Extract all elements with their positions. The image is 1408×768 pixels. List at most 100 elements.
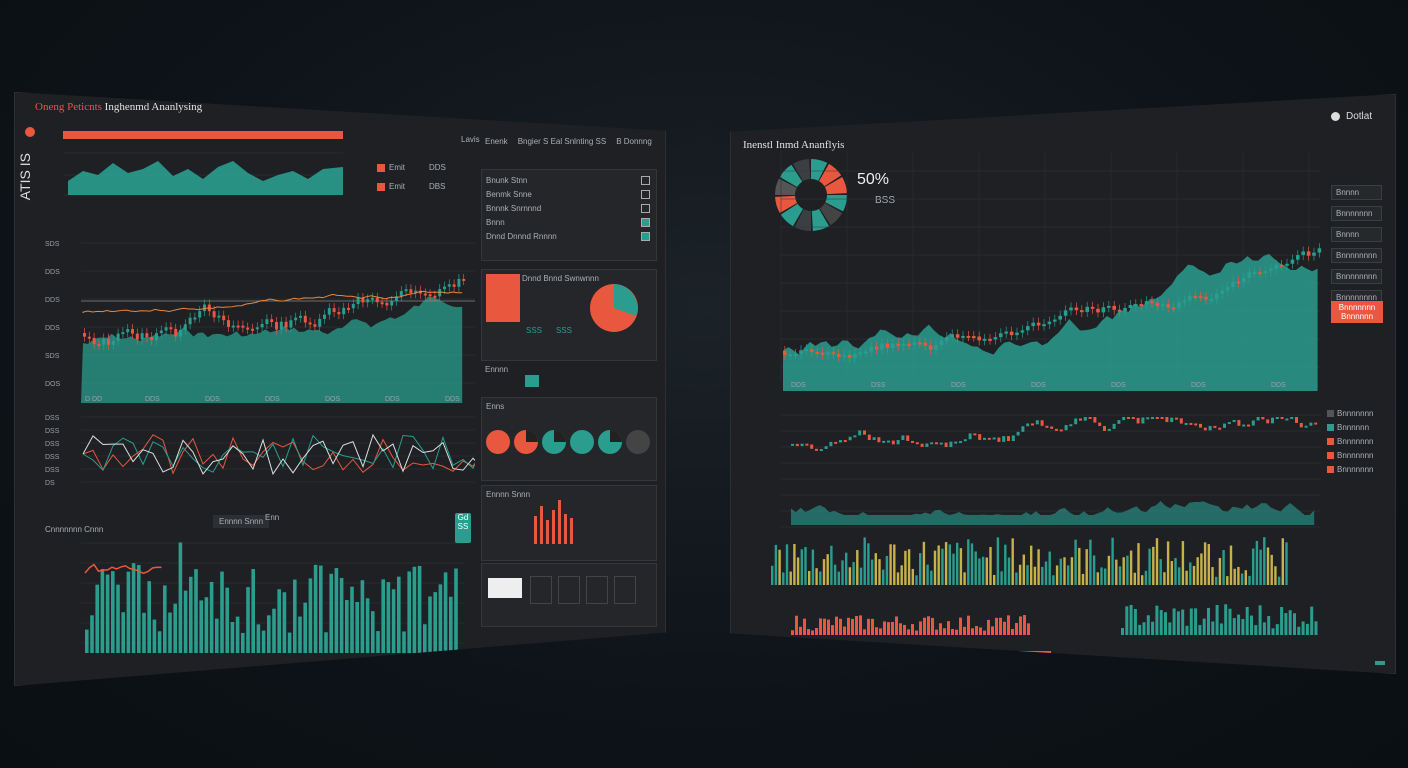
bottom-panel-title: Ennnn Snnn — [486, 490, 531, 499]
candle — [1258, 272, 1262, 275]
volume-bar — [1181, 541, 1185, 585]
y-tick-label: DS — [45, 480, 55, 487]
panel-header-item[interactable]: Enenk — [485, 137, 508, 146]
volume-bar — [839, 618, 842, 635]
candle — [323, 314, 326, 319]
candle — [236, 325, 240, 328]
side-button[interactable]: Bnnnn — [1331, 185, 1382, 200]
candle — [1096, 308, 1100, 313]
side-list-item[interactable]: Bnnnnnnn — [1327, 409, 1373, 418]
list-item[interactable]: Bnunk Stnn — [486, 176, 650, 185]
volume-bar — [381, 579, 385, 653]
volume-bar — [1100, 567, 1103, 585]
volume-bar — [220, 571, 224, 653]
summary-block — [486, 274, 520, 322]
list-item-checkbox[interactable] — [641, 204, 650, 213]
volume-bar — [1146, 615, 1150, 635]
panel-header-item[interactable]: Bngier S Eal Snlnting SS — [517, 137, 607, 146]
widget-card[interactable] — [586, 576, 608, 604]
candle — [308, 322, 312, 325]
candle — [906, 435, 910, 441]
volume-bar — [277, 589, 281, 653]
widget-card[interactable] — [488, 578, 522, 598]
lower-candle-chart — [781, 414, 1321, 528]
candle — [1312, 252, 1316, 256]
panel-header-item[interactable]: B Donnng — [616, 137, 652, 146]
side-button[interactable]: Bnnnnnnn — [1331, 206, 1382, 221]
list-item[interactable]: Bnnn — [486, 218, 650, 227]
toolbar-label[interactable]: Lavis — [461, 135, 480, 144]
bar-tab[interactable]: Ennnn Snnn — [213, 515, 270, 528]
candle — [222, 315, 226, 321]
candle — [1194, 423, 1198, 426]
widget-card[interactable] — [530, 576, 552, 604]
volume-bar — [355, 602, 359, 653]
volume-bar — [1301, 621, 1305, 635]
list-item-checkbox[interactable] — [641, 218, 650, 227]
list-item-checkbox[interactable] — [641, 176, 650, 185]
volume-bar — [131, 563, 136, 653]
vertical-label: ATIS IS — [17, 153, 33, 201]
volume-bar — [959, 548, 963, 585]
candle — [404, 289, 408, 292]
list-item[interactable]: Benmk Snne — [486, 190, 650, 199]
side-button[interactable]: Bnnnnnnnn — [1331, 248, 1382, 263]
mid-toggle-icon[interactable] — [525, 375, 539, 387]
candle — [174, 328, 178, 337]
widget-card[interactable] — [558, 576, 580, 604]
side-list-item[interactable]: Bnnnnnn — [1327, 423, 1373, 432]
bar-tab[interactable]: Enn — [265, 513, 280, 522]
donut-segment — [775, 178, 797, 195]
side-button[interactable]: Bnnnn — [1331, 227, 1382, 242]
candle — [1175, 417, 1178, 420]
volume-bar — [1033, 566, 1037, 585]
volume-bar — [313, 564, 318, 653]
side-list-item[interactable]: Bnnnnnnn — [1327, 451, 1373, 460]
candle — [1236, 281, 1241, 284]
candle — [1274, 264, 1278, 269]
candle — [193, 317, 197, 320]
candle — [961, 335, 965, 338]
side-list-item[interactable]: Bnnnnnnn — [1327, 437, 1373, 446]
volume-bar — [319, 565, 323, 653]
candle — [1021, 426, 1025, 432]
volume-bar — [1215, 604, 1219, 635]
list-item[interactable]: Dnnd Dnnnd Rnnnn — [486, 232, 650, 241]
candle — [795, 443, 799, 447]
candle — [1047, 321, 1052, 325]
side-list-swatch — [1327, 438, 1334, 445]
candle — [395, 296, 398, 301]
side-button[interactable]: Bnnnnnnnn — [1331, 269, 1382, 284]
volume-bar — [899, 623, 902, 635]
alert-button[interactable]: Bnnnnnnn Bnnnnnn — [1331, 301, 1383, 323]
candle — [1141, 417, 1145, 424]
list-item-checkbox[interactable] — [641, 190, 650, 199]
volume-bar — [230, 621, 235, 653]
right-dashboard: Inenstl Inmd Ananflyis Dotlat 50% BSS DD… — [730, 94, 1396, 674]
volume-bar — [1224, 604, 1228, 635]
teal-badge[interactable]: Gd SS — [455, 513, 471, 543]
candle — [1112, 423, 1116, 429]
list-item[interactable]: Bnnnk Snrnnnd — [486, 204, 650, 213]
candle — [1123, 308, 1127, 312]
candle — [1165, 417, 1169, 423]
volume-bar — [883, 621, 886, 635]
volume-bar — [952, 553, 955, 585]
candle — [1107, 305, 1111, 308]
volume-bar — [985, 557, 988, 585]
volume-bar — [903, 624, 906, 635]
candle — [853, 435, 857, 438]
list-item-checkbox[interactable] — [641, 232, 650, 241]
candle — [1127, 417, 1130, 419]
widget-card[interactable] — [614, 576, 636, 604]
list-panel: Bnunk Stnn Benmk Snne Bnnnk Snrnnnd Bnnn Dnn… — [481, 169, 657, 261]
volume-bar — [1023, 615, 1026, 635]
candle — [983, 437, 986, 440]
side-list-item[interactable]: Bnnnnnnn — [1327, 465, 1373, 474]
profile-menu[interactable]: Dotlat — [1331, 111, 1372, 122]
scroll-indicator[interactable] — [951, 651, 1051, 653]
percentage-readout: 50% — [857, 171, 890, 188]
volume-bar — [863, 537, 866, 585]
volume-bar — [1007, 557, 1011, 585]
candle — [447, 284, 451, 287]
